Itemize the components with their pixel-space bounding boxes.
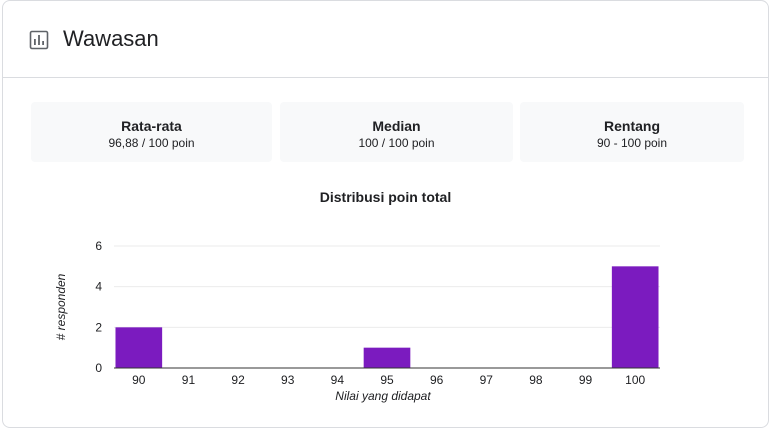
stat-average-value: 96,88 / 100 poin [108,136,195,150]
stat-median: Median 100 / 100 poin [280,102,513,162]
x-tick-label: 92 [231,373,245,387]
stat-range-label: Rentang [604,118,660,134]
stat-median-label: Median [372,118,421,134]
points-distribution-chart: 0 2 4 6 90 91 92 93 94 95 96 97 98 99 100 Nilai yang di… [54,239,660,403]
bar-100 [611,266,659,368]
bar-90 [115,327,163,368]
y-axis-title: # responden [54,273,68,340]
x-tick-label: 100 [625,373,645,387]
chart-title: Distribusi poin total [319,189,452,205]
x-tick-label: 91 [182,373,196,387]
bar-chart-icon [29,30,49,50]
x-tick-label: 93 [281,373,295,387]
x-tick-label: 90 [132,373,146,387]
x-tick-label: 96 [430,373,444,387]
x-tick-label: 99 [579,373,593,387]
stat-average-label: Rata-rata [121,118,182,134]
x-tick-label: 95 [380,373,394,387]
y-tick-label: 0 [95,361,102,375]
stat-median-value: 100 / 100 poin [358,136,435,150]
y-tick-label: 6 [95,239,102,253]
y-tick-label: 4 [95,280,102,294]
y-tick-label: 2 [95,320,102,334]
stat-average: Rata-rata 96,88 / 100 poin [31,102,272,162]
bar-95 [363,347,411,368]
x-tick-label: 97 [480,373,494,387]
x-tick-label: 94 [331,373,345,387]
stat-range: Rentang 90 - 100 poin [520,102,744,162]
x-tick-label: 98 [529,373,543,387]
page-title: Wawasan [63,26,159,51]
x-axis-title: Nilai yang didapat [335,389,431,403]
stat-range-value: 90 - 100 poin [596,136,668,150]
insights-header: Wawasan [3,1,768,78]
